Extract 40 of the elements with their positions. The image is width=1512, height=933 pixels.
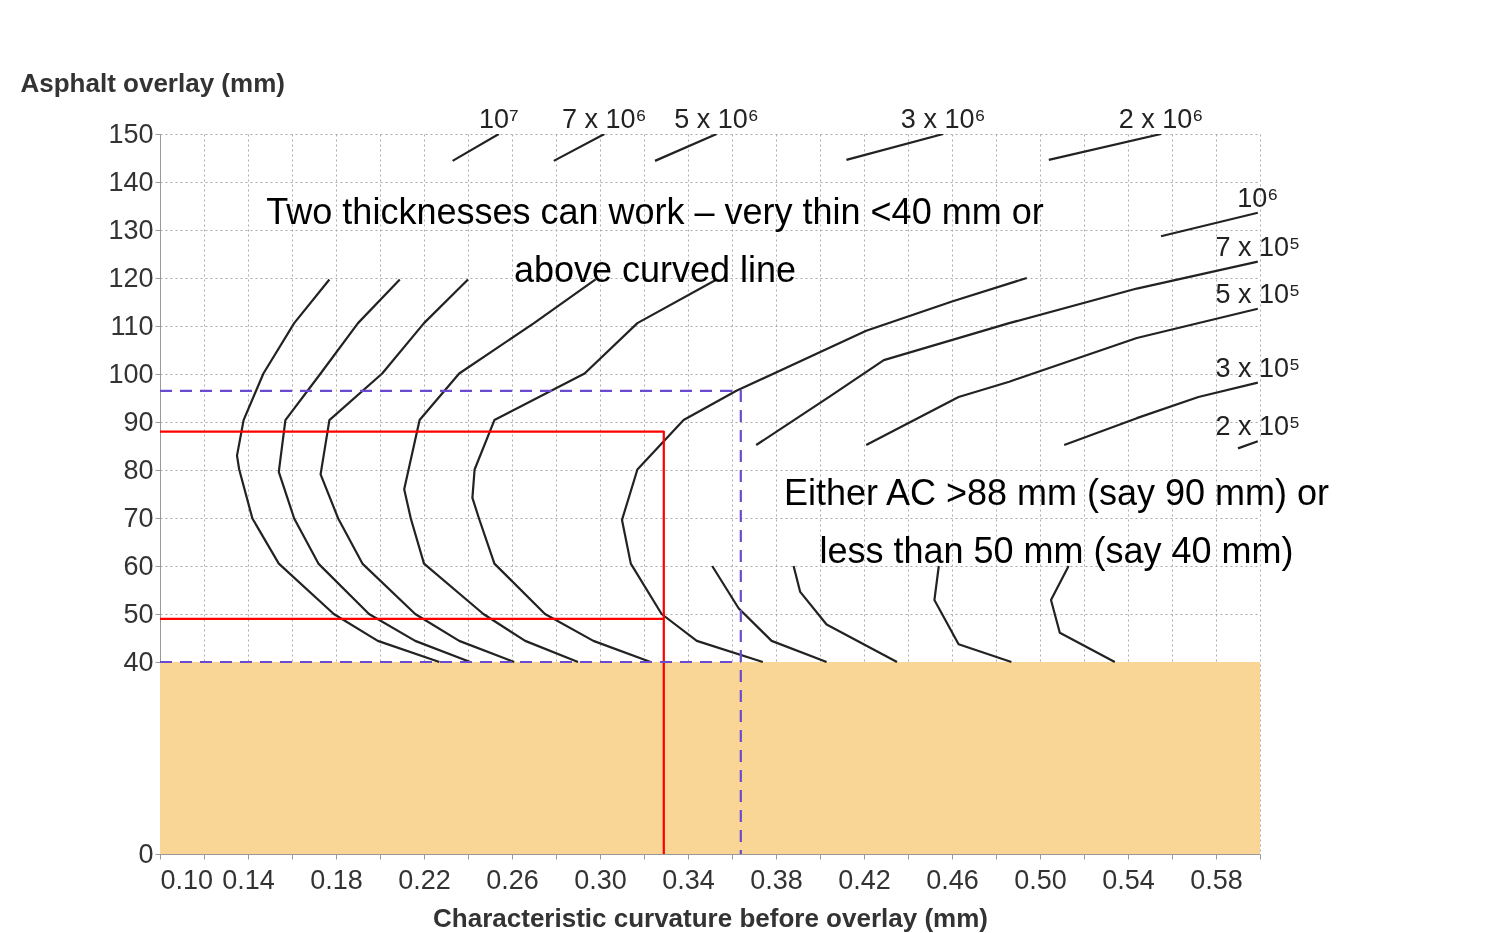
x-tick-label: 0.30 — [574, 864, 627, 895]
y-tick-label: 120 — [108, 262, 154, 293]
x-tick-label: 0.22 — [398, 864, 451, 895]
y-tick-label: 60 — [123, 550, 154, 581]
y-tick-label: 40 — [123, 646, 154, 677]
x-tick-label: 0.26 — [486, 864, 539, 895]
y-tick-label: 70 — [123, 502, 154, 533]
y-tick-label: 150 — [108, 118, 154, 149]
x-tick-label: 0.10 — [160, 864, 214, 895]
series-label: 3 x 10⁵ — [1215, 352, 1301, 383]
x-tick-label: 0.54 — [1102, 864, 1155, 895]
y-axis-title: Asphalt overlay (mm) — [20, 67, 285, 98]
series-label: 3 x 10⁶ — [900, 104, 986, 134]
annotation: Either AC >88 mm (say 90 mm) or less than 50 mm (say 40 mm) — [783, 472, 1330, 571]
series-label: 2 x 10⁵ — [1215, 411, 1301, 442]
x-tick-label: 0.46 — [926, 864, 979, 895]
series-label: 7 x 10⁵ — [1215, 231, 1301, 262]
series-label: 2 x 10⁶ — [1118, 104, 1204, 134]
y-tick-label: 50 — [123, 598, 154, 629]
series-label: 7 x 10⁶ — [562, 104, 647, 134]
series-label: 10⁶ — [1237, 182, 1279, 213]
y-tick-label: 140 — [108, 166, 154, 197]
x-tick-label: 0.18 — [310, 864, 363, 895]
series-label: 5 x 10⁶ — [674, 104, 759, 134]
annotation: Two thicknesses can work – very thin <40 mm or above curved line — [266, 191, 1044, 291]
x-axis-title: Characteristic curvature before overlay (mm) — [433, 902, 988, 933]
y-tick-label: 100 — [108, 358, 154, 389]
x-tick-label: 0.42 — [838, 864, 891, 895]
x-tick-label: 0.14 — [222, 864, 275, 895]
y-tick-label: 80 — [123, 454, 154, 485]
x-tick-label: 0.50 — [1014, 864, 1067, 895]
series-label: 10⁷ — [478, 104, 519, 134]
x-tick-label: 0.58 — [1190, 864, 1243, 895]
series-label: 5 x 10⁵ — [1215, 278, 1301, 309]
y-tick-label: 0 — [138, 838, 154, 869]
y-tick-label: 90 — [123, 406, 154, 437]
y-tick-label: 130 — [108, 214, 154, 245]
x-tick-label: 0.38 — [750, 864, 803, 895]
y-tick-label: 110 — [110, 310, 154, 341]
x-tick-label: 0.34 — [662, 864, 715, 895]
